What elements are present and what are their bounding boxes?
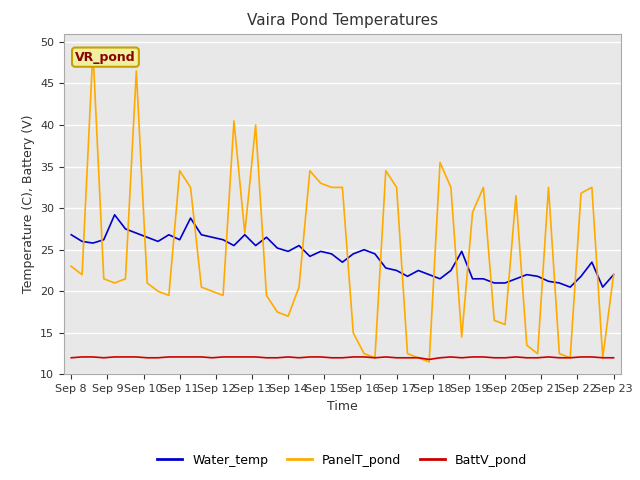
X-axis label: Time: Time [327,400,358,413]
Title: Vaira Pond Temperatures: Vaira Pond Temperatures [247,13,438,28]
Text: VR_pond: VR_pond [75,51,136,64]
Legend: Water_temp, PanelT_pond, BattV_pond: Water_temp, PanelT_pond, BattV_pond [152,449,532,472]
Y-axis label: Temperature (C), Battery (V): Temperature (C), Battery (V) [22,115,35,293]
